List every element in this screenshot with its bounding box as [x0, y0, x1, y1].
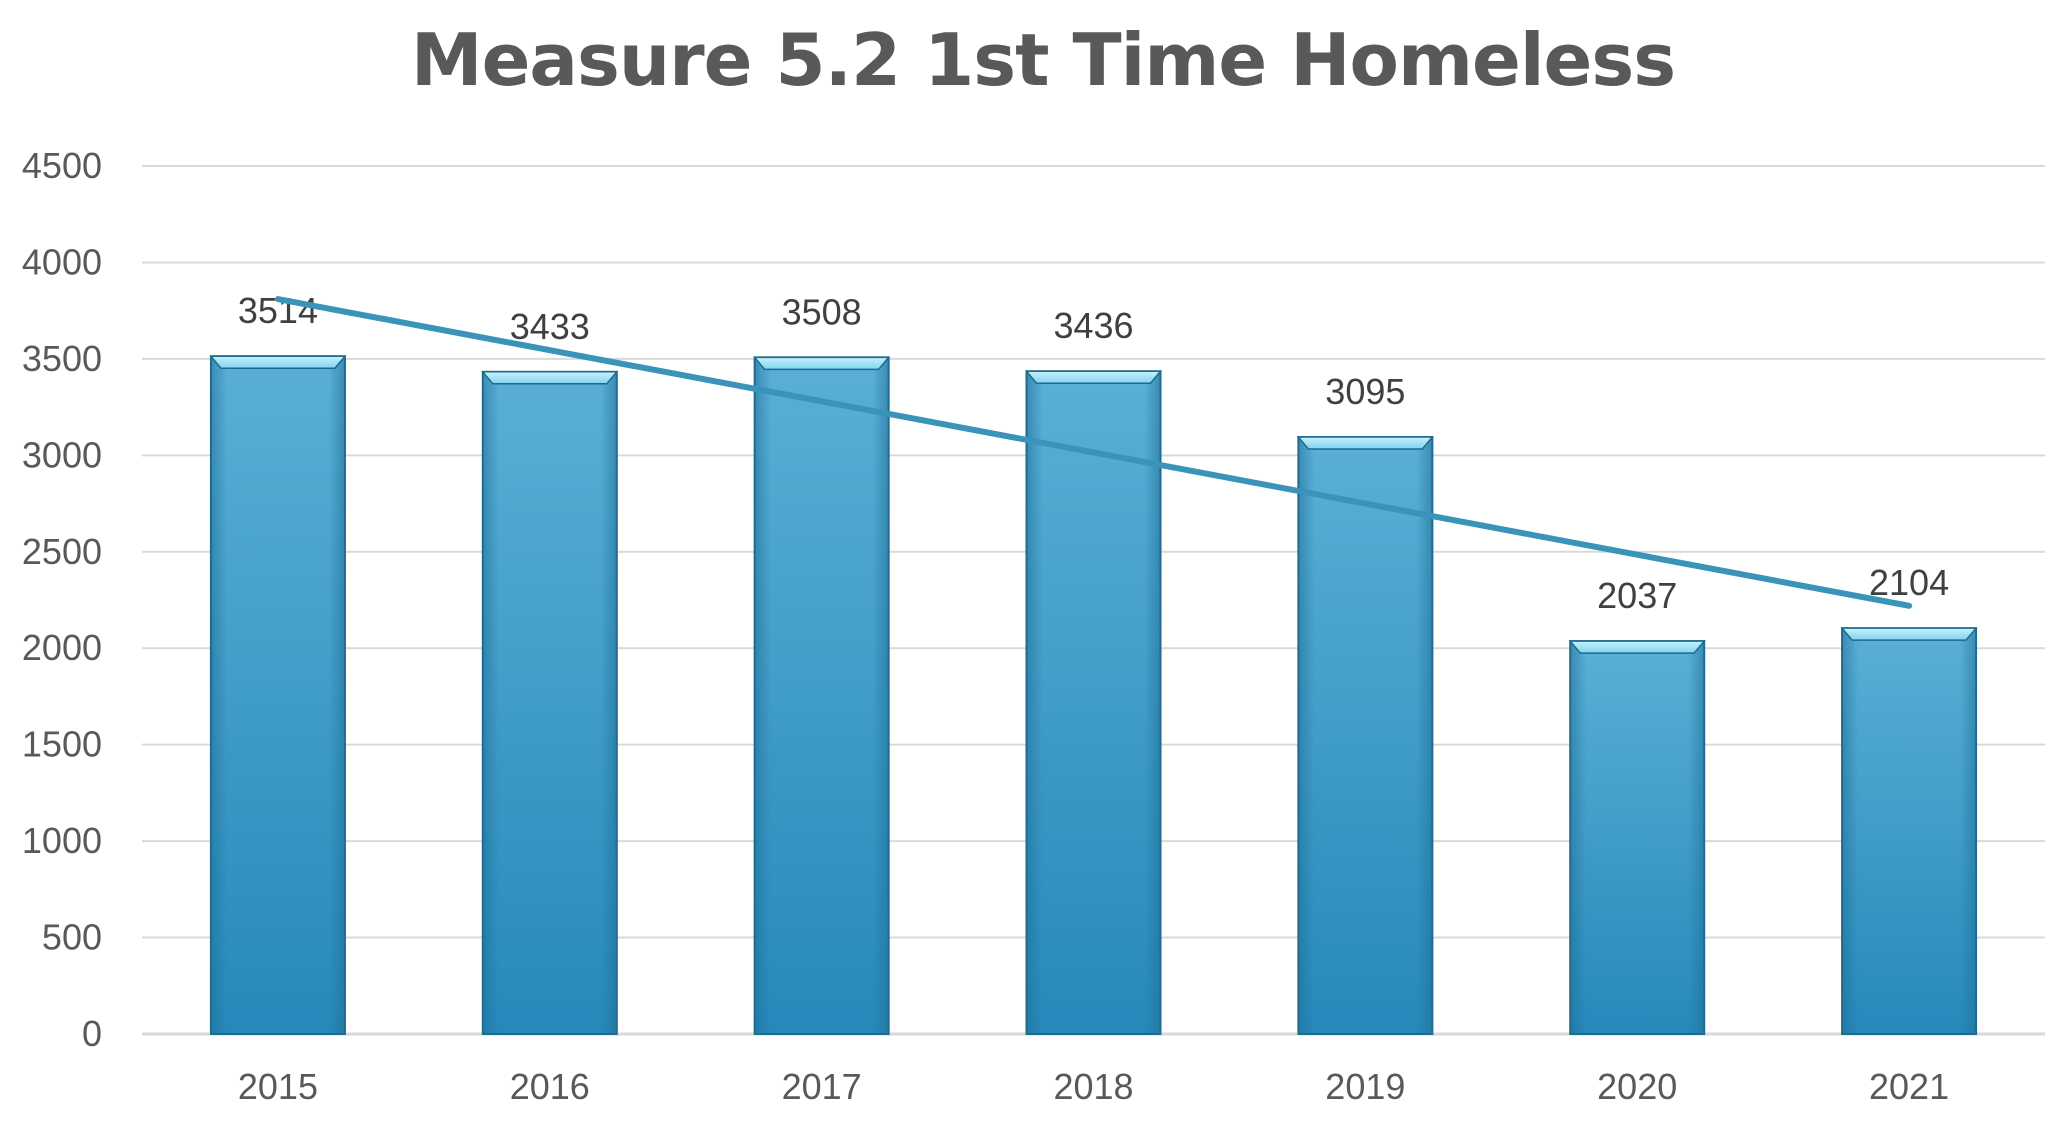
bar-shade — [754, 357, 889, 1034]
y-tick-label: 500 — [42, 917, 102, 958]
data-label: 3095 — [1325, 371, 1405, 412]
x-tick-label: 2019 — [1325, 1066, 1405, 1107]
x-tick-label: 2021 — [1869, 1066, 1949, 1107]
x-tick-label: 2020 — [1597, 1066, 1677, 1107]
bar-bevel — [1840, 627, 1978, 641]
chart-title: Measure 5.2 1st Time Homeless — [410, 18, 1676, 102]
bar-bevel — [753, 356, 891, 371]
y-tick-label: 4000 — [22, 241, 102, 282]
data-label: 3436 — [1053, 305, 1133, 346]
x-tick-label: 2015 — [238, 1066, 318, 1107]
bar-shade — [482, 371, 617, 1034]
y-tick-label: 1500 — [22, 724, 102, 765]
bar-bevel — [209, 355, 347, 369]
bar-shade — [1570, 641, 1705, 1034]
trendline — [274, 296, 1913, 609]
x-tick-label: 2016 — [510, 1066, 590, 1107]
x-tick-label: 2017 — [782, 1066, 862, 1107]
y-tick-label: 3500 — [22, 338, 102, 379]
bar-bevel — [1024, 370, 1163, 384]
y-tick-label: 2000 — [22, 627, 102, 668]
data-label: 3508 — [782, 291, 862, 332]
x-tick-label: 2018 — [1053, 1066, 1133, 1107]
bar-shade — [1298, 437, 1433, 1034]
y-tick-label: 3000 — [22, 434, 102, 475]
data-label: 2037 — [1597, 575, 1677, 616]
data-label: 2104 — [1869, 562, 1949, 603]
y-tick-label: 4500 — [22, 145, 102, 186]
bar-shade — [1026, 371, 1161, 1034]
y-tick-label: 1000 — [22, 820, 102, 861]
bar-shade — [210, 356, 345, 1034]
bar-bevel — [481, 371, 619, 385]
bar-bevel — [1568, 640, 1706, 654]
data-label: 3433 — [510, 306, 590, 347]
y-tick-label: 2500 — [22, 531, 102, 572]
y-tick-label: 0 — [82, 1013, 102, 1054]
bar-shade — [1842, 628, 1977, 1034]
bar-bevel — [1296, 436, 1434, 450]
